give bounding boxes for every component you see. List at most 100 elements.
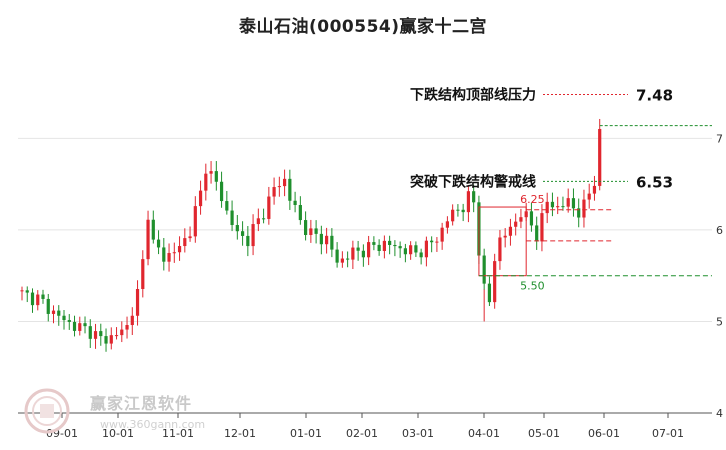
x-tick-label: 01-01: [290, 427, 322, 440]
candle-body: [419, 252, 423, 258]
candle-body: [571, 198, 576, 209]
candle-body: [246, 235, 250, 247]
candle-body: [430, 240, 434, 243]
candle-body: [472, 191, 476, 203]
candle-body: [582, 199, 586, 218]
candle-body: [219, 181, 224, 202]
candle-body: [440, 227, 444, 242]
candle-body: [487, 283, 492, 303]
x-tick-label: 05-01: [528, 427, 560, 440]
candle-body: [188, 236, 192, 239]
candle-body: [25, 290, 29, 293]
candle-body: [388, 240, 392, 245]
candle-body: [540, 213, 544, 242]
candle-body: [545, 201, 549, 214]
candle-body: [125, 325, 129, 330]
candle-body: [382, 240, 386, 251]
candle-body: [529, 211, 534, 226]
candle-body: [120, 329, 124, 336]
candle-body: [20, 290, 24, 292]
box-structure: [478, 206, 527, 277]
candle-body: [508, 226, 513, 236]
candle-body: [88, 326, 92, 339]
candle-body: [209, 171, 213, 174]
x-tick-label: 07-01: [652, 427, 684, 440]
candle-body: [130, 315, 134, 326]
candle-body: [577, 208, 581, 218]
candle-body: [261, 218, 266, 220]
candle-body: [193, 206, 197, 237]
candle-body: [351, 247, 355, 260]
level-value: 7.48: [636, 86, 673, 104]
candle-body: [456, 209, 460, 211]
candle-body: [414, 245, 418, 253]
candle-body: [466, 191, 471, 213]
candle-body: [451, 209, 455, 222]
y-tick-label: 6: [716, 224, 723, 237]
candle-body: [78, 323, 82, 331]
candle-body: [177, 246, 182, 253]
y-tick-label: 7: [716, 132, 723, 145]
candle-body: [251, 224, 255, 247]
candle-body: [204, 173, 208, 191]
candle-body: [109, 335, 113, 344]
watermark-logo-icon: [24, 388, 70, 434]
candle-body: [398, 246, 402, 249]
candle-body: [566, 198, 570, 207]
x-tick-label: 06-01: [588, 427, 620, 440]
candle-body: [46, 298, 50, 314]
candle-body: [62, 315, 66, 321]
candle-body: [319, 233, 323, 245]
candle-body: [325, 235, 329, 245]
candle-body: [41, 294, 45, 299]
candle-body: [99, 331, 103, 337]
candle-body: [240, 231, 245, 236]
candle-body: [346, 258, 350, 260]
candle-body: [146, 219, 150, 260]
candle-body: [51, 310, 56, 314]
candle-body: [514, 221, 518, 227]
candle-body: [519, 217, 523, 222]
candle-body: [314, 228, 318, 234]
chart-title: 泰山石油(000554)赢家十二宫: [238, 17, 487, 37]
candle-body: [367, 242, 371, 258]
y-tick-label: 4: [716, 407, 723, 420]
candle-body: [503, 235, 507, 238]
candle-body: [498, 237, 502, 262]
box-high-label: 6.25: [520, 193, 545, 206]
level-name: 下跌结构顶部线压力: [410, 86, 536, 103]
candle-body: [36, 294, 40, 306]
candle-body: [445, 221, 450, 228]
candle-body: [493, 261, 497, 303]
candle-body: [556, 206, 560, 208]
candle-body: [535, 225, 539, 242]
candle-body: [424, 240, 428, 258]
candle-body: [172, 252, 176, 254]
watermark-brand: 赢家江恩软件: [90, 394, 193, 413]
candle-body: [372, 242, 376, 245]
candle-body: [141, 259, 145, 289]
x-tick-label: 03-01: [402, 427, 434, 440]
candle-body: [225, 201, 229, 211]
candle-body: [340, 258, 344, 263]
candle-body: [592, 185, 597, 194]
x-tick-label: 12-01: [224, 427, 256, 440]
candle-body: [72, 321, 77, 331]
candle-body: [288, 178, 292, 201]
x-tick-label: 04-01: [468, 427, 500, 440]
candle-body: [183, 238, 187, 247]
candle-body: [156, 239, 161, 248]
y-tick-label: 5: [716, 315, 723, 328]
candle-body: [403, 248, 407, 255]
candle-body: [309, 228, 313, 236]
candle-body: [256, 218, 260, 225]
candle-body: [330, 235, 334, 250]
candle-body: [561, 206, 565, 208]
candle-body: [167, 253, 171, 262]
candle-body: [435, 241, 439, 243]
candle-body: [151, 219, 155, 240]
x-tick-label: 10-01: [102, 427, 134, 440]
candle-body: [277, 186, 281, 188]
x-tick-label: 11-01: [162, 427, 194, 440]
